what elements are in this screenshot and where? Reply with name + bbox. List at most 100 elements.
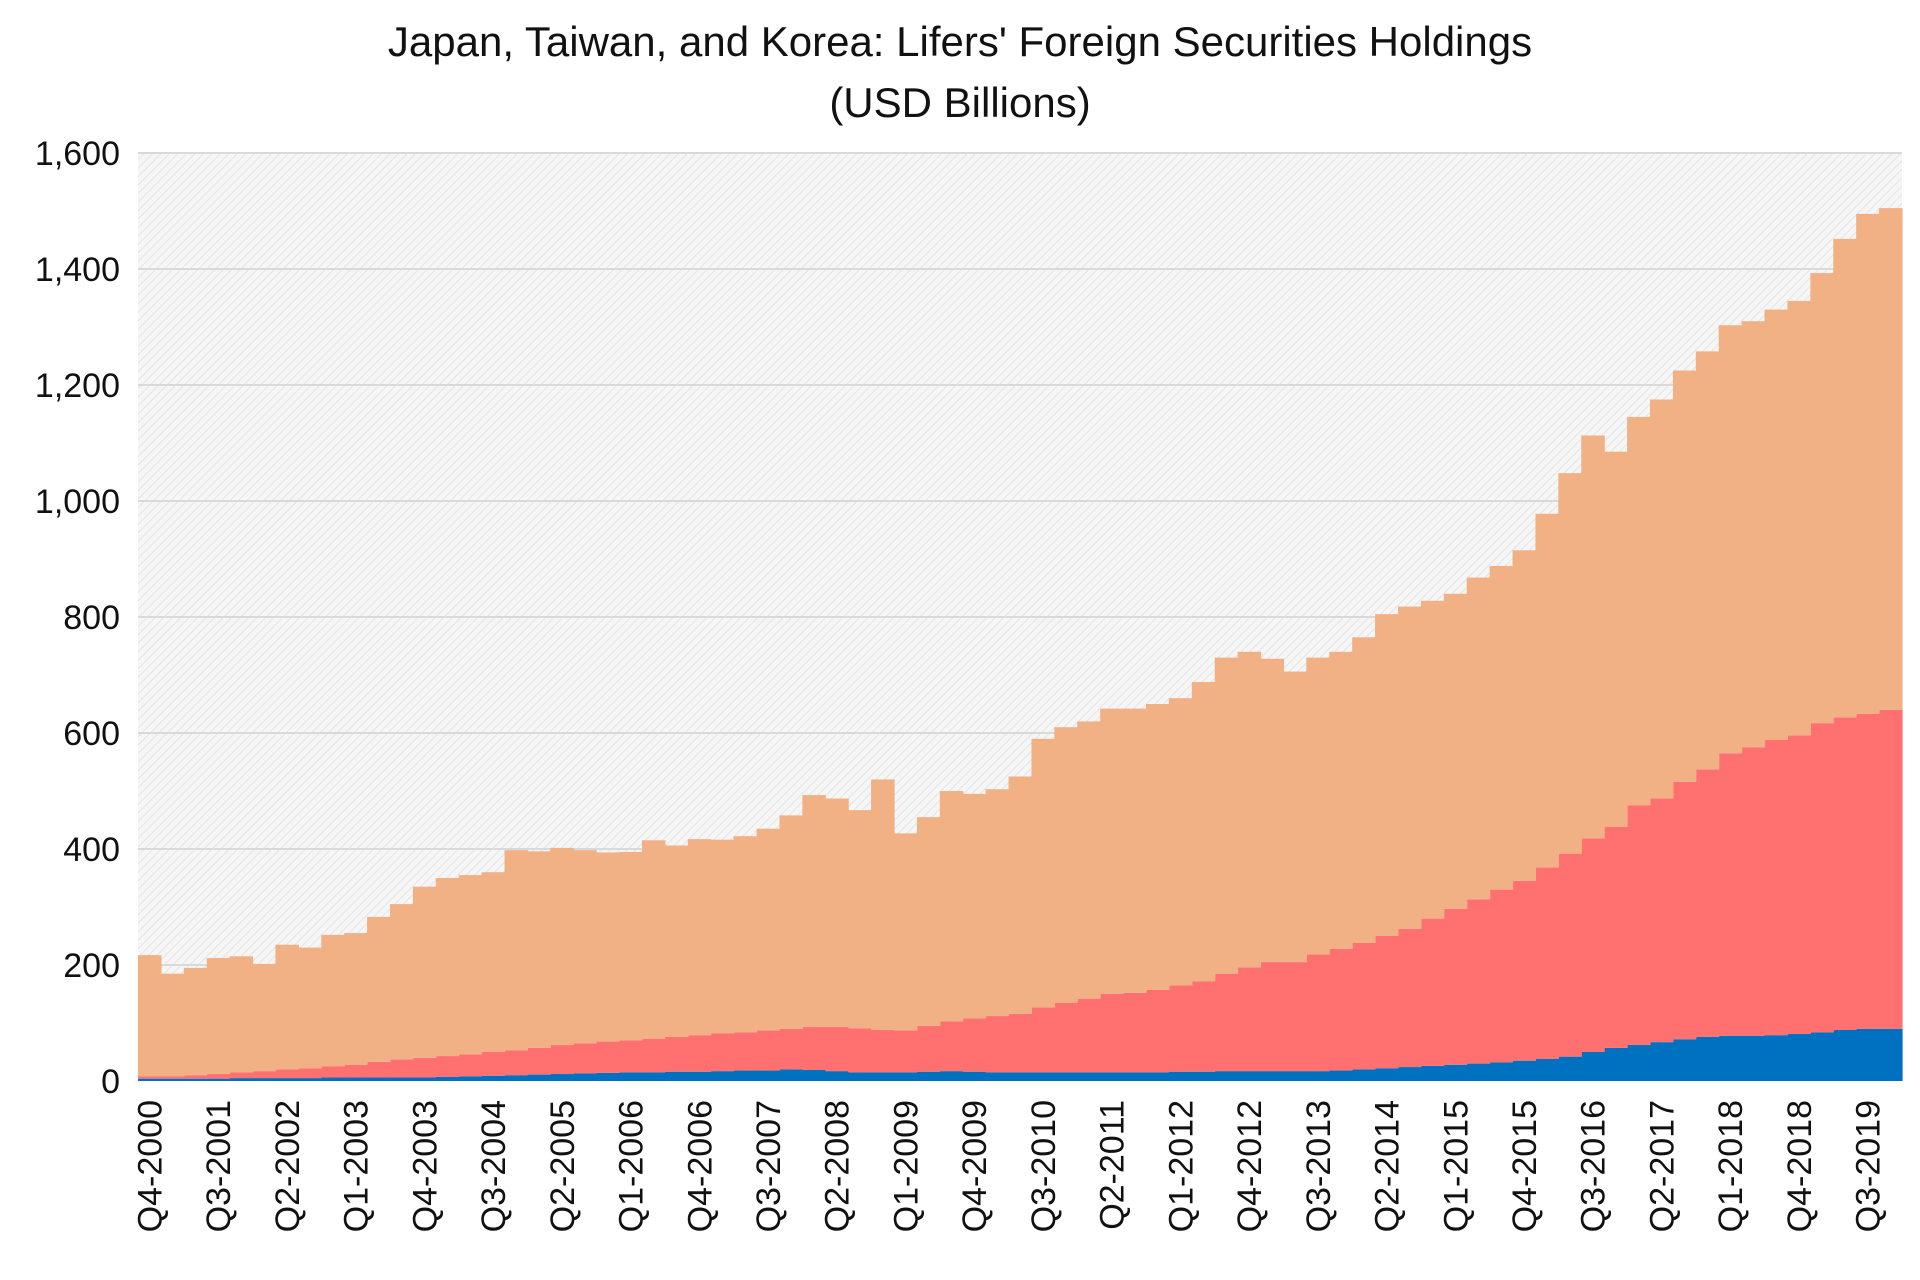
bar-series-3: [1123, 708, 1147, 993]
x-tick-label: Q4-2009: [956, 1100, 994, 1232]
bar-series-2: [1352, 942, 1376, 1070]
bar-series-1: [596, 1072, 620, 1081]
x-tick-label: Q2-2017: [1643, 1100, 1681, 1232]
bar-series-3: [206, 958, 231, 1075]
x-tick-label: Q3-2016: [1575, 1100, 1613, 1232]
bar-series-3: [390, 904, 414, 1060]
bar-series-2: [435, 1056, 460, 1077]
bar-series-3: [458, 875, 483, 1055]
bar-series-3: [1375, 614, 1399, 936]
bar-series-2: [1168, 985, 1193, 1072]
bar-series-2: [710, 1033, 735, 1072]
chart-title: Japan, Taiwan, and Korea: Lifers' Foreig…: [388, 18, 1532, 65]
bar-series-1: [321, 1077, 345, 1081]
bar-series-1: [1306, 1071, 1330, 1081]
bar-series-3: [1077, 721, 1101, 999]
x-tick-label: Q3-2001: [200, 1100, 238, 1232]
bar-series-1: [1260, 1071, 1285, 1081]
bar-series-1: [1810, 1032, 1834, 1081]
x-tick-label: Q3-2007: [750, 1100, 788, 1232]
bar-series-1: [412, 1077, 437, 1081]
bar-series-1: [1168, 1071, 1193, 1081]
bar-series-1: [1741, 1035, 1766, 1081]
bar-series-3: [1466, 577, 1491, 900]
bar-series-3: [1558, 473, 1582, 854]
bar-series-3: [1008, 776, 1033, 1014]
bar-series-1: [1283, 1071, 1307, 1081]
y-axis-ticks: 0 200 400 600 800 1,000 1,200 1,400 1,600: [35, 135, 120, 1101]
bar-series-1: [1650, 1042, 1674, 1081]
bar-series-2: [1604, 826, 1628, 1048]
bar-series-3: [848, 810, 872, 1029]
bar-series-2: [619, 1040, 643, 1073]
bar-series-2: [1077, 998, 1101, 1073]
bar-series-3: [962, 793, 987, 1019]
bar-series-2: [1764, 739, 1789, 1036]
bar-series-1: [756, 1070, 781, 1081]
bar-series-3: [1672, 370, 1697, 782]
bar-series-2: [756, 1030, 781, 1071]
bar-series-3: [275, 944, 299, 1070]
bar-series-1: [802, 1069, 826, 1081]
bar-series-1: [275, 1078, 299, 1081]
bar-series-3: [344, 933, 368, 1065]
bar-series-3: [756, 828, 781, 1031]
y-tick-label: 1,200: [35, 367, 120, 405]
bar-series-1: [710, 1071, 735, 1081]
bar-series-2: [733, 1032, 758, 1071]
x-tick-label: Q2-2014: [1369, 1100, 1407, 1232]
bar-series-2: [1489, 889, 1514, 1063]
bar-series-3: [710, 839, 735, 1034]
bar-series-2: [1260, 962, 1285, 1072]
bar-series-3: [1650, 399, 1674, 799]
bar-series-2: [985, 1016, 1010, 1073]
x-tick-label: Q4-2018: [1781, 1100, 1819, 1232]
bar-series-2: [1512, 880, 1537, 1061]
bar-series-1: [1879, 1028, 1903, 1081]
bar-series-3: [687, 839, 712, 1036]
bar-series-2: [1214, 973, 1239, 1072]
bar-series-2: [1443, 908, 1468, 1065]
bar-series-2: [962, 1018, 987, 1072]
bar-series-3: [985, 789, 1010, 1017]
bar-series-3: [802, 795, 826, 1028]
x-tick-label: Q2-2008: [819, 1100, 857, 1232]
bar-series-2: [848, 1028, 872, 1073]
bar-series-1: [1031, 1072, 1055, 1081]
bar-series-1: [1489, 1062, 1514, 1081]
bar-series-2: [642, 1038, 666, 1073]
x-tick-label: Q4-2000: [131, 1100, 169, 1232]
bar-series-3: [1581, 435, 1605, 839]
bar-series-1: [779, 1069, 803, 1081]
bar-series-3: [825, 798, 849, 1028]
bar-series-1: [642, 1072, 666, 1081]
bar-series-2: [1146, 989, 1170, 1073]
bar-series-1: [894, 1072, 918, 1081]
bar-series-3: [1604, 451, 1628, 827]
bar-series-2: [550, 1045, 574, 1075]
bar-series-2: [1031, 1007, 1055, 1073]
x-tick-label: Q3-2013: [1300, 1100, 1338, 1232]
bar-series-2: [1650, 798, 1674, 1043]
bar-series-2: [252, 1071, 277, 1079]
bar-series-2: [1237, 967, 1262, 1072]
bar-series-1: [1146, 1072, 1170, 1081]
bar-series-2: [1718, 753, 1743, 1036]
bar-series-2: [1375, 936, 1399, 1069]
bar-series-3: [1512, 550, 1537, 881]
bar-series-2: [1008, 1013, 1033, 1073]
x-tick-label: Q3-2019: [1850, 1100, 1888, 1232]
bar-series-3: [1879, 208, 1903, 710]
x-tick-label: Q1-2015: [1437, 1100, 1475, 1232]
bar-series-3: [481, 872, 506, 1052]
x-tick-label: Q1-2009: [887, 1100, 925, 1232]
y-tick-label: 800: [63, 599, 120, 637]
bar-series-2: [664, 1036, 689, 1072]
y-tick-label: 1,600: [35, 135, 120, 173]
bar-series-1: [1856, 1028, 1880, 1081]
x-tick-label: Q1-2018: [1712, 1100, 1750, 1232]
bar-series-3: [229, 956, 254, 1073]
bar-series-1: [435, 1076, 460, 1081]
bar-series-3: [1306, 657, 1330, 955]
y-tick-label: 200: [63, 947, 120, 985]
